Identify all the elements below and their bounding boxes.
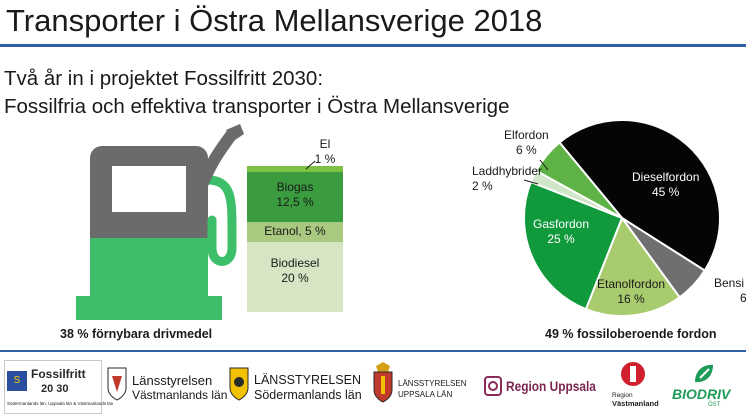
lst-sodermanland-line2: Södermanlands län bbox=[254, 388, 362, 402]
pie-label-bensin-value: 6 bbox=[740, 291, 746, 305]
bar-segment-biodiesel bbox=[247, 242, 343, 312]
pie-label-laddhybrid-value: 2 % bbox=[472, 179, 493, 193]
subtitle-line-1: Två år in i projektet Fossilfritt 2030: bbox=[4, 67, 324, 90]
label-el-name: El bbox=[319, 137, 331, 151]
biodriv-text: BIODRIV bbox=[672, 386, 731, 402]
fossilfritt-year: 20 30 bbox=[41, 383, 69, 395]
region-vastmanland-line1: Region bbox=[612, 392, 633, 399]
lst-vastmanland-line2: Västmanlands län bbox=[132, 388, 228, 402]
pie-label-laddhybrid-name: Laddhybrider bbox=[472, 164, 543, 178]
region-vastmanland-line2: Västmanland bbox=[612, 399, 659, 408]
label-etanol-value: 5 % bbox=[305, 224, 326, 238]
fuel-caption: 38 % förnybara drivmedel bbox=[60, 327, 213, 341]
label-biogas: Biogas 12,5 % bbox=[247, 180, 343, 210]
pie-label-diesel-name: Dieselfordon bbox=[632, 170, 700, 184]
label-el-value: 1 % bbox=[314, 152, 336, 166]
fossilfritt-small: Södermanlands län, Uppsala län & Västman… bbox=[7, 401, 114, 406]
eu-flag-icon: S bbox=[7, 371, 27, 391]
label-etanol: Etanol, 5 % bbox=[247, 224, 343, 239]
lansstyrelsen-vastmanland-logo: Länsstyrelsen Västmanlands län bbox=[106, 360, 228, 412]
pie-label-gas-name: Gasfordon bbox=[533, 217, 590, 231]
pie-label-bensin-name: Bensi bbox=[714, 276, 745, 290]
label-etanol-name: Etanol bbox=[264, 224, 299, 238]
fossilfritt-logo: S Fossilfritt 20 30 Södermanlands län, U… bbox=[4, 360, 113, 414]
vehicle-caption: 49 % fossiloberoende fordon bbox=[545, 327, 717, 341]
bar-segment-etanol bbox=[247, 222, 343, 242]
crest-uppsala-icon bbox=[373, 362, 393, 403]
label-biodiesel-name: Biodiesel bbox=[270, 256, 320, 270]
crest-vastmanland-icon bbox=[107, 367, 127, 401]
region-uppsala-text: Region Uppsala bbox=[506, 378, 596, 394]
bar-segment-biogas bbox=[247, 172, 343, 222]
subtitle-line-2: Fossilfria och effektiva transporter i Ö… bbox=[4, 95, 510, 118]
lansstyrelsen-sodermanland-logo: LÄNSSTYRELSEN Södermanlands län bbox=[228, 360, 362, 412]
biodriv-ost-logo: BIODRIV ÖST bbox=[668, 360, 744, 412]
pie-label-diesel-value: 45 % bbox=[652, 185, 680, 199]
lst-uppsala-line2: UPPSALA LÄN bbox=[398, 390, 453, 399]
pie-label-gas-value: 25 % bbox=[547, 232, 575, 246]
pie-label-laddhybrid: Laddhybrider 2 % bbox=[472, 164, 542, 194]
region-uppsala-logo: Region Uppsala bbox=[484, 360, 596, 412]
pie-slice-gas bbox=[523, 180, 624, 311]
label-etanol-sep: , bbox=[298, 224, 305, 238]
region-vastmanland-icon bbox=[621, 362, 645, 386]
pie-slice-etanolfordon bbox=[584, 215, 682, 317]
pie-label-etanol-name: Etanolfordon bbox=[597, 277, 666, 291]
vehicle-pie-chart bbox=[523, 120, 721, 317]
pie-label-bensin: Bensi 6 bbox=[714, 276, 746, 306]
pie-label-elfordon-name: Elfordon bbox=[504, 128, 549, 142]
lst-vastmanland-line1: Länsstyrelsen bbox=[132, 373, 213, 388]
lst-uppsala-line1: LÄNSSTYRELSEN bbox=[398, 379, 467, 388]
lst-sodermanland-line1: LÄNSSTYRELSEN bbox=[254, 373, 361, 387]
fossilfritt-title: Fossilfritt bbox=[31, 367, 86, 381]
label-biogas-name: Biogas bbox=[276, 180, 314, 194]
page-title: Transporter i Östra Mellansverige 2018 bbox=[6, 3, 543, 38]
pie-label-gas: Gasfordon 25 % bbox=[533, 217, 589, 247]
bar-segment-el bbox=[247, 166, 343, 172]
pie-slices bbox=[523, 120, 721, 317]
el-leader-line bbox=[305, 160, 316, 170]
region-uppsala-icon bbox=[484, 376, 502, 396]
pie-leader-lines bbox=[523, 159, 549, 185]
title-divider bbox=[0, 44, 746, 47]
crest-sodermanland-icon bbox=[229, 367, 249, 401]
pie-label-elfordon-value: 6 % bbox=[516, 143, 537, 157]
label-biodiesel-value: 20 % bbox=[281, 271, 309, 285]
region-vastmanland-logo: Region Västmanland bbox=[612, 360, 662, 412]
pie-label-diesel: Dieselfordon 45 % bbox=[632, 170, 699, 200]
pie-label-elfordon: Elfordon 6 % bbox=[504, 128, 549, 158]
label-biogas-value: 12,5 % bbox=[276, 195, 314, 209]
pie-slice-diesel bbox=[558, 120, 721, 272]
pie-slice-elfordon bbox=[534, 141, 623, 219]
label-biodiesel: Biodiesel 20 % bbox=[247, 256, 343, 286]
pie-label-etanolfordon: Etanolfordon 16 % bbox=[597, 277, 665, 307]
lansstyrelsen-uppsala-logo: LÄNSSTYRELSEN UPPSALA LÄN bbox=[372, 360, 472, 412]
footer-divider bbox=[0, 350, 746, 352]
pie-label-etanol-value: 16 % bbox=[617, 292, 645, 306]
label-el: El 1 % bbox=[300, 137, 350, 167]
biodriv-leaf-icon bbox=[695, 364, 713, 383]
fuel-pump-icon bbox=[76, 124, 244, 320]
biodriv-sub: ÖST bbox=[708, 402, 721, 408]
